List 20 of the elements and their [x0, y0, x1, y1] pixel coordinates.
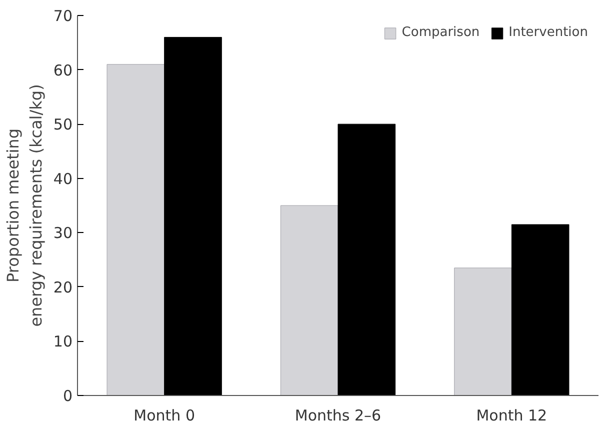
x-tick-label: Month 0 [134, 406, 195, 424]
bar [511, 224, 570, 396]
y-tick-label: 70 [53, 7, 73, 25]
y-axis-title: Proportion meeting energy requirements (kcal/kg) [4, 84, 46, 327]
y-tick-label: 0 [62, 387, 73, 405]
legend-label: Intervention [508, 25, 588, 40]
bar [454, 268, 512, 396]
bar [164, 36, 222, 396]
y-tick-label: 50 [53, 116, 73, 134]
bar [280, 205, 338, 396]
x-tick-label: Months 2–6 [294, 406, 382, 424]
y-tick-label: 20 [53, 278, 73, 296]
bar [106, 64, 165, 396]
y-tick-label: 40 [53, 170, 73, 188]
y-tick-label: 30 [53, 224, 73, 242]
bar [338, 124, 396, 396]
x-tick-label: Month 12 [476, 406, 548, 424]
y-tick-label: 60 [53, 61, 73, 80]
legend-label: Comparison [402, 25, 480, 40]
y-tick-label: 10 [53, 332, 73, 351]
